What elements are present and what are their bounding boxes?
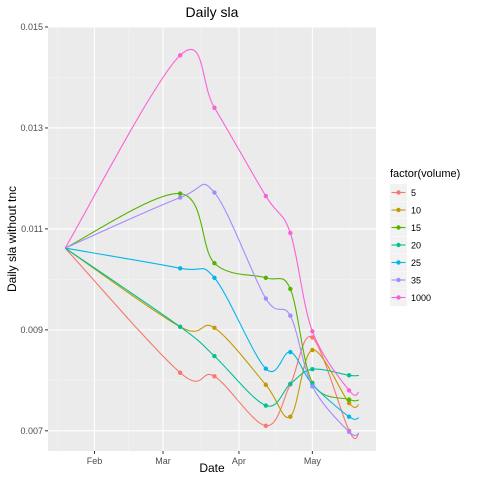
legend: factor(volume) 5 10 15 20 25 35 1000 (390, 168, 460, 306)
legend-label-1000: 1000 (411, 293, 431, 303)
data-point-1000 (310, 329, 315, 334)
data-point-20 (177, 324, 183, 330)
x-tick-label: May (304, 456, 322, 466)
data-point-35 (346, 429, 352, 435)
legend-items: 5 10 15 20 25 35 1000 (390, 184, 431, 306)
legend-key-point (396, 242, 401, 248)
data-point-35 (310, 384, 315, 389)
data-point-35 (177, 195, 183, 200)
series-points (177, 53, 352, 435)
data-point-25 (212, 275, 217, 281)
x-axis-title: Date (199, 461, 225, 475)
data-point-1000 (212, 105, 217, 110)
data-point-5 (177, 370, 183, 375)
data-point-20 (288, 381, 293, 387)
x-tick-label: Apr (232, 456, 246, 466)
data-point-10 (288, 414, 293, 419)
data-point-5 (310, 335, 315, 340)
data-point-1000 (346, 388, 352, 393)
legend-label-20: 20 (411, 241, 421, 251)
data-point-1000 (177, 53, 183, 58)
y-axis-ticks: 0.007 0.009 0.011 0.013 0.015 (20, 22, 48, 436)
data-point-15 (288, 286, 293, 292)
data-point-5 (212, 374, 217, 379)
data-point-35 (263, 296, 269, 301)
series-line-20 (64, 247, 359, 407)
data-point-25 (288, 349, 293, 355)
data-point-20 (263, 403, 269, 408)
data-point-35 (212, 190, 217, 195)
data-point-1000 (288, 230, 293, 236)
y-tick-label: 0.007 (20, 426, 43, 436)
data-point-25 (263, 366, 269, 371)
legend-label-15: 15 (411, 223, 421, 233)
legend-title: factor(volume) (390, 168, 460, 180)
legend-key-point (396, 190, 401, 195)
y-tick-label: 0.015 (20, 22, 43, 32)
data-point-25 (346, 414, 352, 419)
data-point-20 (346, 373, 352, 378)
data-point-10 (212, 325, 217, 331)
data-point-1000 (263, 193, 269, 199)
legend-key-point (396, 225, 401, 230)
legend-key-point (396, 207, 401, 213)
data-point-35 (288, 313, 293, 318)
legend-label-10: 10 (411, 206, 421, 216)
x-tick-label: Feb (87, 456, 103, 466)
legend-label-35: 35 (411, 276, 421, 286)
data-point-5 (263, 423, 269, 428)
data-point-25 (177, 266, 183, 271)
y-axis-title: Daily sla without tnc (5, 186, 19, 292)
data-point-20 (310, 367, 315, 372)
minor-gridlines (48, 27, 376, 451)
y-tick-label: 0.011 (21, 224, 43, 234)
data-point-15 (263, 275, 269, 281)
y-tick-label: 0.013 (20, 123, 43, 133)
legend-label-25: 25 (411, 258, 421, 268)
legend-label-5: 5 (411, 188, 416, 198)
plot-panel (48, 27, 376, 451)
data-point-15 (346, 397, 352, 402)
data-point-15 (212, 261, 217, 266)
y-tick-label: 0.009 (20, 325, 43, 335)
legend-key-point (396, 295, 401, 300)
legend-key-point (396, 260, 401, 265)
x-tick-label: Mar (155, 456, 171, 466)
data-point-10 (310, 347, 315, 353)
legend-key-point (396, 277, 401, 283)
data-point-10 (346, 400, 352, 406)
data-point-10 (263, 382, 269, 388)
chart-title: Daily sla (186, 4, 239, 20)
x-axis-ticks: Feb Mar Apr May (87, 451, 322, 466)
data-point-15 (177, 191, 183, 196)
data-point-20 (212, 353, 217, 359)
